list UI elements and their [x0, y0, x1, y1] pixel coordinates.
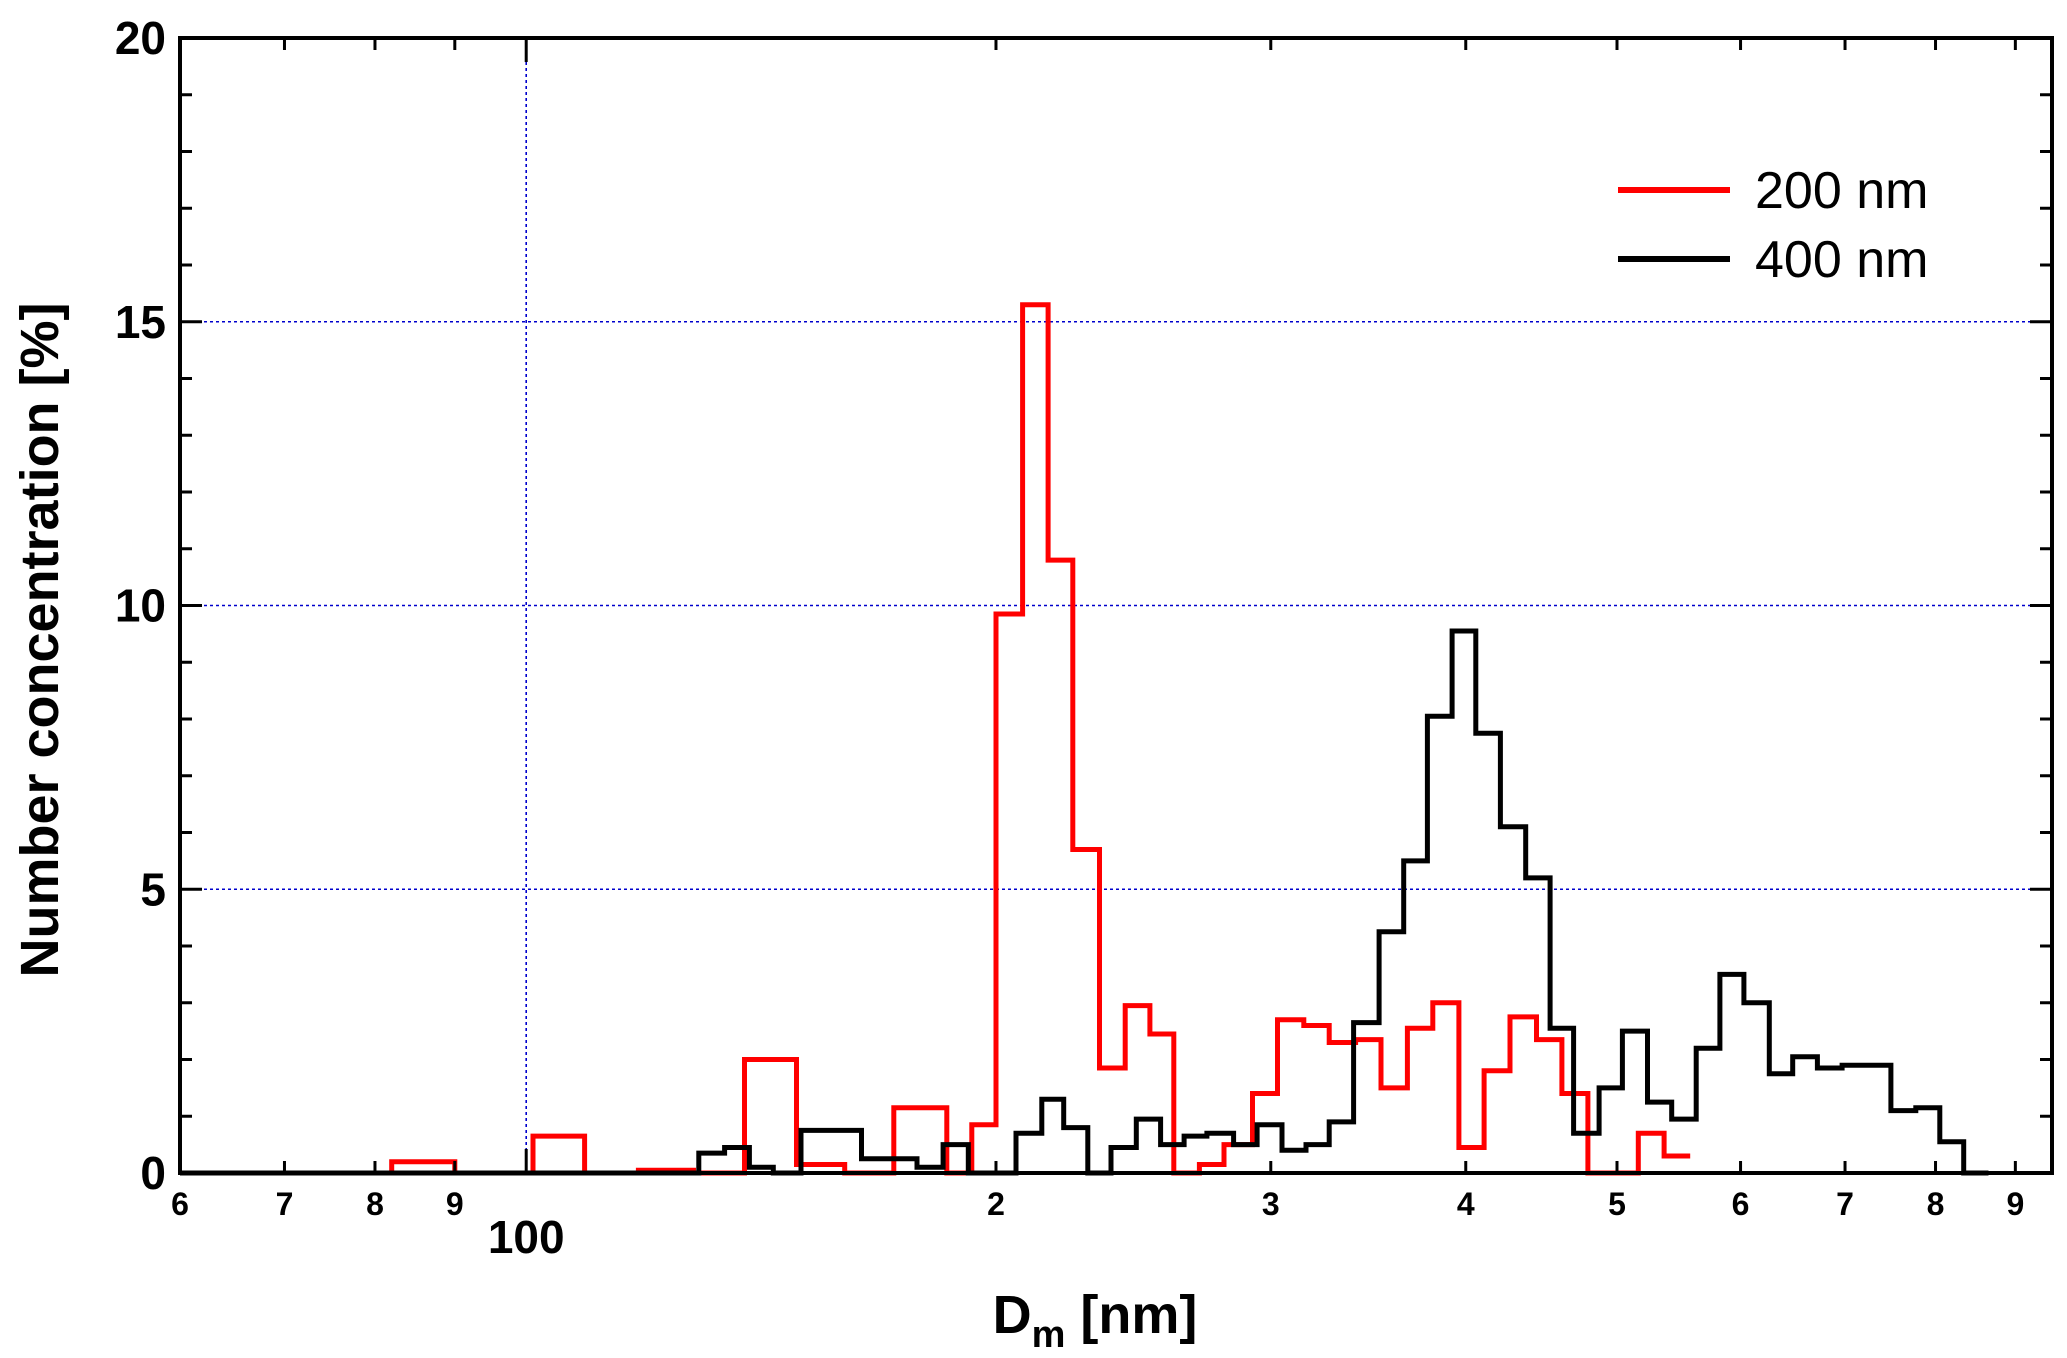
x-axis-title-unit: [nm] — [1065, 1285, 1197, 1345]
x-minor-tick-label: 9 — [446, 1186, 464, 1222]
x-minor-tick-label: 4 — [1457, 1186, 1475, 1222]
series-line-200nm — [180, 302, 1691, 1176]
axis-ticks — [178, 36, 2052, 1175]
x-minor-tick-label: 8 — [1927, 1186, 1945, 1222]
series-lines — [180, 302, 1989, 1176]
x-minor-tick-label: 2 — [987, 1186, 1005, 1222]
grid-lines — [180, 38, 2052, 1173]
x-minor-tick-label: 7 — [276, 1186, 294, 1222]
tick-labels: 0 5 10 15 20 6 7 8 9 2 3 4 5 6 7 8 9 100 — [115, 12, 2024, 1263]
y-tick-label: 5 — [140, 863, 166, 915]
x-minor-tick-label: 7 — [1836, 1186, 1854, 1222]
legend: 200 nm 400 nm — [1618, 162, 1928, 289]
x-axis-title: Dm [nm] — [993, 1285, 1198, 1356]
x-axis-title-main: D — [993, 1285, 1032, 1345]
x-major-tick-label: 100 — [488, 1211, 565, 1263]
y-tick-label: 10 — [115, 580, 166, 632]
legend-label-200nm: 200 nm — [1755, 162, 1928, 220]
x-minor-tick-label: 6 — [171, 1186, 189, 1222]
y-axis-title: Number concentration [%] — [10, 302, 70, 977]
x-minor-tick-label: 5 — [1608, 1186, 1626, 1222]
x-minor-tick-label: 8 — [366, 1186, 384, 1222]
y-tick-label: 0 — [140, 1147, 166, 1199]
y-tick-label: 15 — [115, 296, 166, 348]
x-minor-tick-label: 3 — [1262, 1186, 1280, 1222]
series-line-400nm — [180, 628, 1989, 1176]
x-axis-title-subscript: m — [1032, 1314, 1066, 1356]
y-tick-label: 20 — [115, 12, 166, 64]
legend-label-400nm: 400 nm — [1755, 231, 1928, 289]
x-minor-tick-label: 6 — [1732, 1186, 1750, 1222]
x-minor-tick-label: 9 — [2006, 1186, 2024, 1222]
